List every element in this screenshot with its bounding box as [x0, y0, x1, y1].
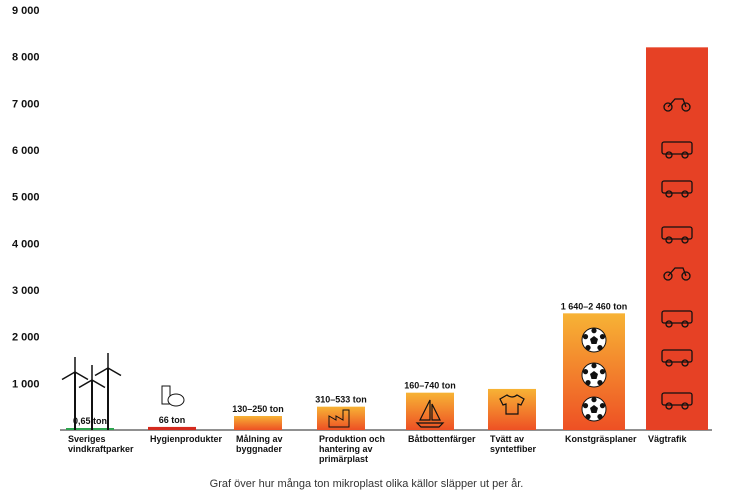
y-tick-label: 1 000	[12, 378, 40, 390]
football-icon	[581, 362, 607, 388]
data-label: 130–250 ton	[232, 404, 284, 414]
y-tick-label: 2 000	[12, 332, 40, 344]
hygiene-products-icon	[161, 385, 185, 407]
y-tick-label: 3 000	[12, 285, 40, 297]
data-label: 66 ton	[159, 415, 186, 425]
category-label: Produktion och	[319, 434, 385, 444]
category-label: syntetfiber	[490, 444, 537, 454]
y-axis: 1 000 2 000 3 000 4 000 5 000 6 000 7 000 8 000…	[12, 5, 712, 431]
bar	[148, 426, 196, 430]
camper-icon	[661, 349, 693, 367]
data-label: 160–740 ton	[404, 381, 456, 391]
category-label: vindkraftparker	[68, 444, 134, 454]
tractor-icon	[661, 392, 693, 410]
category-label: hantering av	[319, 444, 373, 454]
bar	[66, 428, 114, 430]
wind-turbines-icon	[61, 353, 122, 430]
y-tick-label: 9 000	[12, 5, 40, 17]
truck-icon	[661, 180, 693, 198]
y-tick-label: 8 000	[12, 52, 40, 64]
data-label: 1 640–2 460 ton	[561, 301, 628, 311]
category-label: Båtbottenfärger	[408, 434, 476, 444]
football-icon	[581, 396, 607, 422]
shirt-icon	[499, 394, 525, 415]
bars	[61, 47, 708, 430]
microplastic-bar-chart: 1 000 2 000 3 000 4 000 5 000 6 000 7 000 8 000…	[12, 5, 712, 464]
football-icon	[581, 327, 607, 353]
y-tick-label: 6 000	[12, 145, 40, 157]
chart-caption: Graf över hur många ton mikroplast olika…	[209, 478, 524, 490]
category-label: primärplast	[319, 454, 368, 464]
motorcycle-icon	[663, 267, 691, 281]
bar	[234, 416, 282, 430]
vehicles-icon	[661, 98, 693, 410]
category-label: Hygienprodukter	[150, 434, 223, 444]
van-icon	[661, 310, 693, 328]
car-icon	[661, 141, 693, 159]
data-label: 0,65 ton	[73, 416, 107, 426]
scooter-icon	[663, 98, 691, 112]
y-tick-label: 7 000	[12, 98, 40, 110]
lorry-icon	[661, 226, 693, 244]
sailboat-icon	[415, 399, 445, 428]
y-tick-label: 5 000	[12, 192, 40, 204]
category-label: byggnader	[236, 444, 283, 454]
factory-icon	[328, 409, 350, 428]
category-label: Vägtrafik	[648, 434, 688, 444]
y-tick-label: 4 000	[12, 238, 40, 250]
category-label: Målning av	[236, 434, 283, 444]
category-label: Tvätt av	[490, 434, 524, 444]
category-label: Konstgräsplaner	[565, 434, 637, 444]
data-label: 310–533 ton	[315, 395, 367, 405]
category-label: Sveriges	[68, 434, 106, 444]
bar	[488, 388, 536, 430]
